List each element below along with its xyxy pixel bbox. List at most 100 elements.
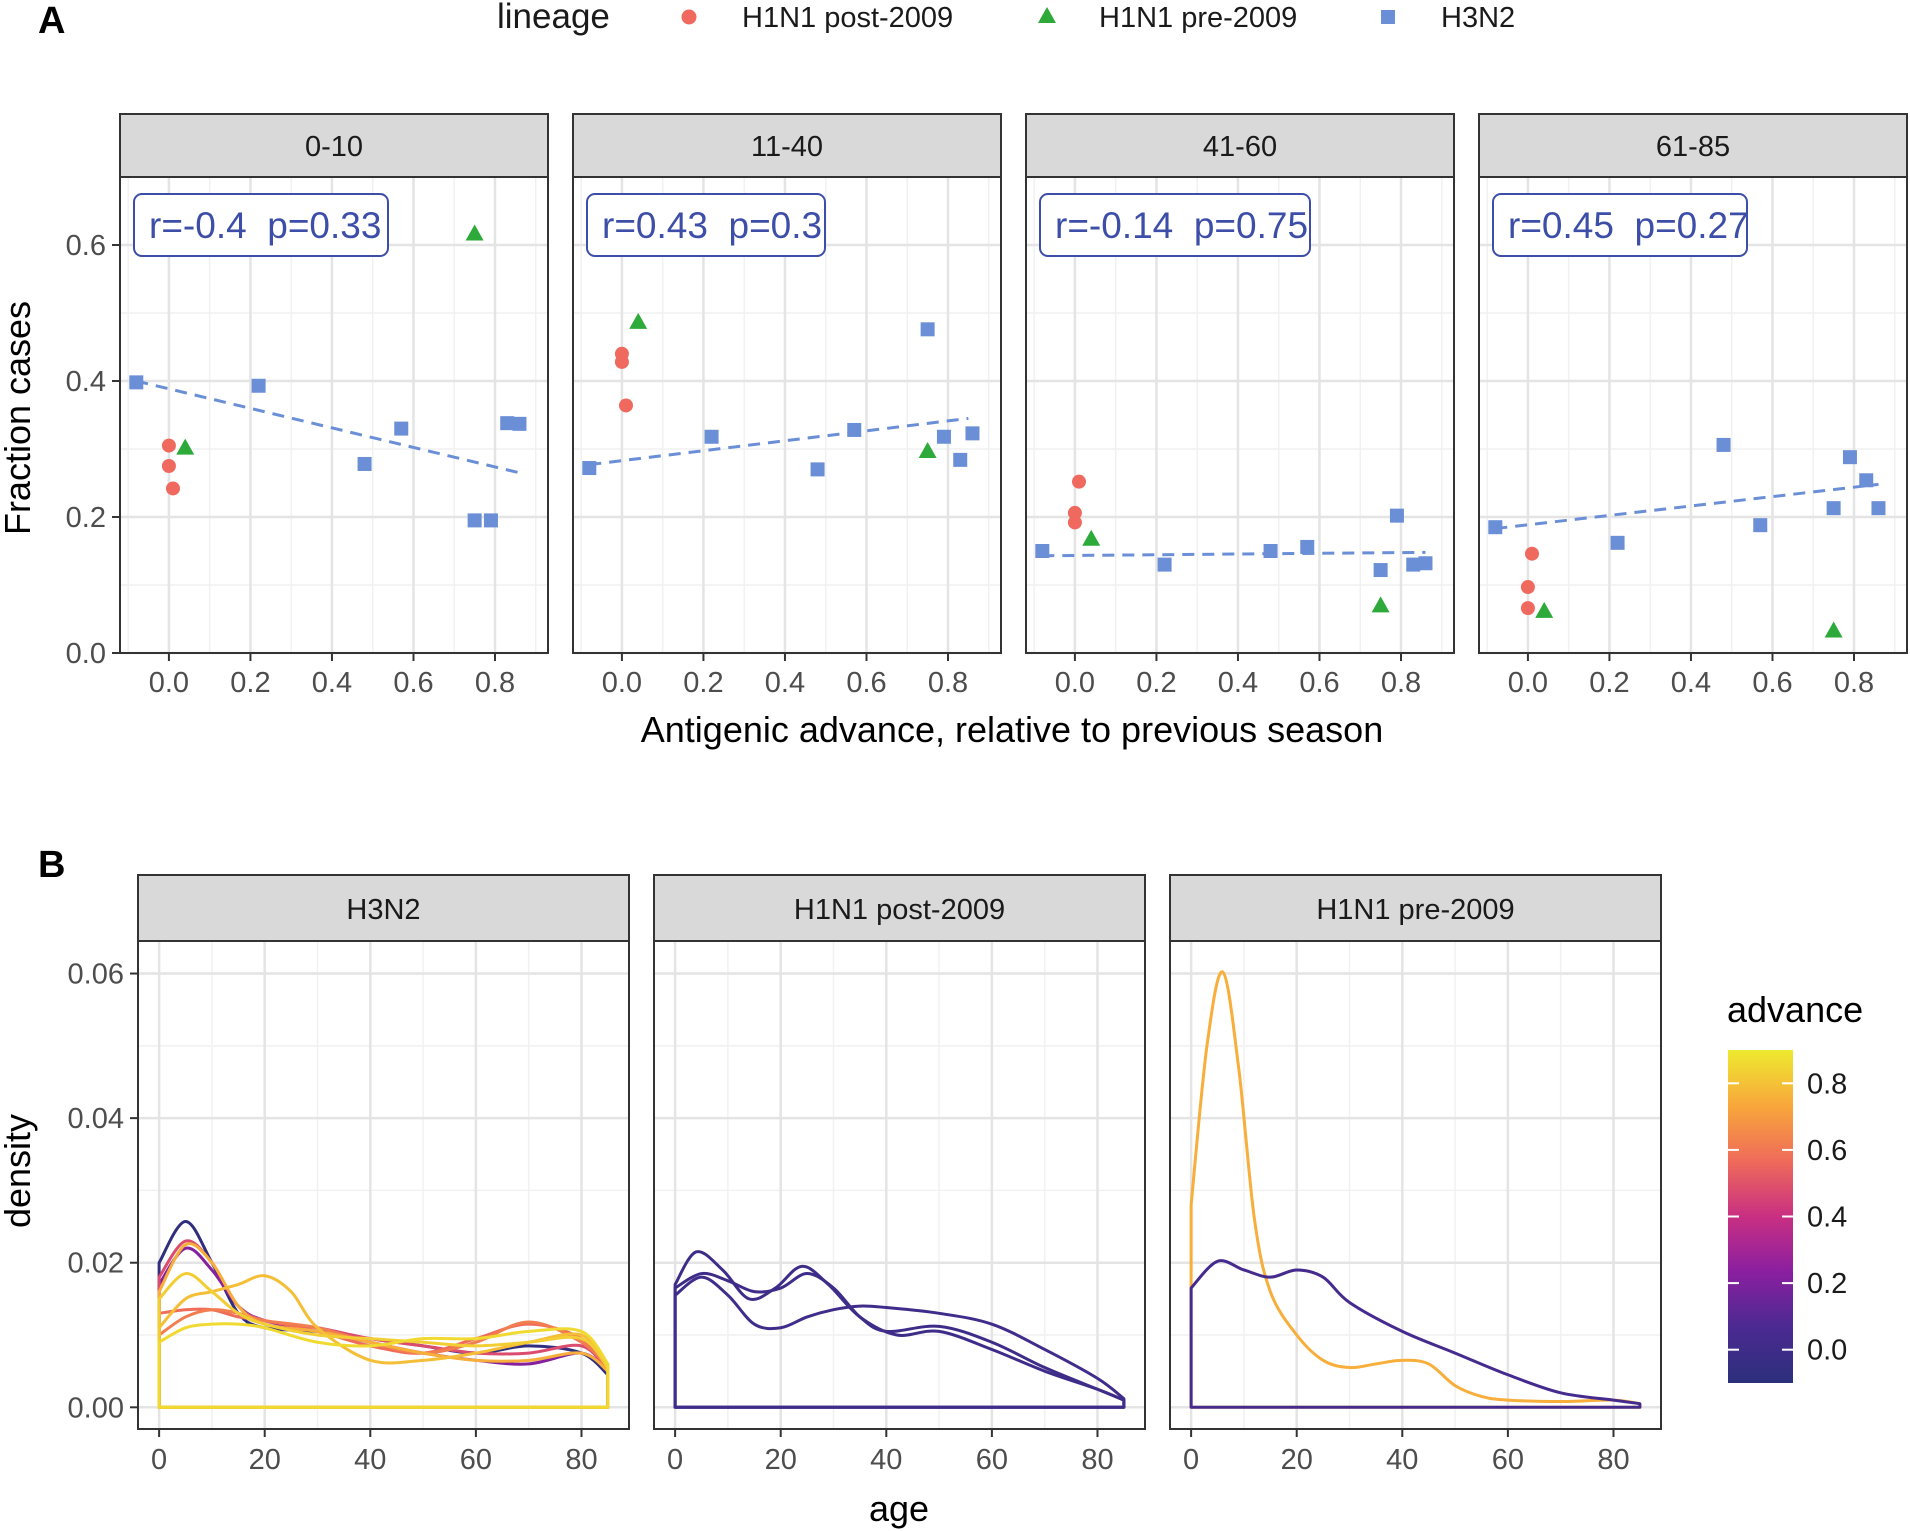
- x-tick-label: 20: [765, 1444, 797, 1476]
- point-h3n2: [953, 452, 968, 467]
- point-h3n2: [483, 513, 498, 528]
- point-h3n2: [1826, 501, 1841, 516]
- point-h3n2: [847, 422, 862, 437]
- correlation-text: r=-0.14 p=0.75: [1055, 205, 1308, 246]
- x-tick-label: 0.2: [683, 667, 723, 699]
- point-h1n1-pre-2009: [1371, 596, 1390, 613]
- point-h3n2: [467, 513, 482, 528]
- advance-colorbar: advance 0.0 0.2 0.4 0.6 0.8: [1727, 989, 1863, 1383]
- trend-line: [135, 379, 520, 475]
- point-h1n1-pre-2009: [629, 312, 648, 329]
- x-tick-label: 0.0: [602, 667, 642, 699]
- point-h3n2: [1610, 535, 1625, 550]
- density-curve-advance-0-75: [1189, 970, 1642, 1409]
- y-tick-label: 0.02: [68, 1248, 124, 1280]
- x-tick-label: 0.4: [1671, 667, 1711, 699]
- point-h3n2: [357, 456, 372, 471]
- point-h1n1-post-2009: [1520, 580, 1535, 595]
- x-tick-label: 20: [1281, 1444, 1313, 1476]
- point-h1n1-pre-2009: [1824, 621, 1843, 638]
- facet-strip: [1025, 113, 1455, 178]
- point-h3n2: [704, 429, 719, 444]
- point-h3n2: [1753, 518, 1768, 533]
- panel-b-density: H3N2 0 20 40 60 80 0.00 0.02 0.04 0.06 H1N1 post-2…: [68, 874, 1662, 1476]
- point-h3n2: [1035, 544, 1050, 558]
- facet-strip-label: H1N1 post-2009: [794, 894, 1005, 926]
- point-h1n1-post-2009: [161, 438, 176, 453]
- y-tick-label: 0.4: [66, 366, 106, 398]
- x-tick-label: 0.0: [1055, 667, 1095, 699]
- point-h3n2: [1263, 544, 1278, 558]
- facet-strip-label: H3N2: [346, 894, 420, 926]
- y-tick-label: 0.2: [66, 502, 106, 534]
- panel-b-x-axis-title: age: [869, 1488, 929, 1529]
- facet-0-10: 0-10 r=-0.4 p=0.33 0.0 0.2 0.4 0.6 0.8 0.0 0.2 0.…: [66, 113, 549, 699]
- point-h1n1-post-2009: [1524, 546, 1539, 561]
- x-tick-label: 40: [870, 1444, 902, 1476]
- facet-strip-label: 61-85: [1656, 131, 1730, 163]
- facet-strip: [119, 113, 549, 178]
- point-h3n2: [1389, 508, 1404, 523]
- x-tick-label: 0.6: [1752, 667, 1792, 699]
- colorbar-tick-label: 0.6: [1807, 1135, 1847, 1167]
- panel-a-scatter: 0-10 r=-0.4 p=0.33 0.0 0.2 0.4 0.6 0.8 0.0 0.2 0.…: [66, 113, 1908, 699]
- colorbar-tick-label: 0.4: [1807, 1202, 1847, 1234]
- legend-title: lineage: [497, 0, 610, 36]
- point-h1n1-pre-2009: [1082, 529, 1101, 546]
- panel-a-y-axis-title: Fraction cases: [0, 301, 38, 535]
- legend-key-h1n1-pre-2009: [1038, 7, 1056, 23]
- y-tick-label: 0.00: [68, 1392, 124, 1424]
- point-h3n2: [1373, 563, 1388, 578]
- x-tick-label: 0.4: [765, 667, 805, 699]
- facet-strip: [1169, 874, 1662, 942]
- colorbar-tick-label: 0.2: [1807, 1268, 1847, 1300]
- x-tick-label: 0: [151, 1444, 167, 1476]
- x-tick-label: 60: [1492, 1444, 1524, 1476]
- correlation-box: [133, 193, 389, 257]
- facet-strip: [137, 874, 630, 942]
- point-h3n2: [1406, 557, 1421, 572]
- trend-line: [589, 416, 969, 467]
- point-h3n2: [251, 378, 266, 393]
- colorbar-title: advance: [1727, 989, 1863, 1030]
- point-h3n2: [1300, 539, 1315, 554]
- facet-strip-label: 0-10: [305, 131, 363, 163]
- point-h3n2: [582, 461, 597, 476]
- legend-label-h3n2: H3N2: [1441, 2, 1515, 34]
- point-h1n1-pre-2009: [176, 438, 195, 455]
- point-h3n2: [965, 426, 980, 441]
- facet-strip: [653, 874, 1146, 942]
- point-h1n1-post-2009: [614, 354, 629, 369]
- density-curve-advance-0-83: [157, 1272, 610, 1409]
- facet-41-60: 41-60 r=-0.14 p=0.75 0.0 0.2 0.4 0.6 0.8: [1025, 113, 1455, 699]
- facet-h3n2: H3N2 0 20 40 60 80 0.00 0.02 0.04 0.06: [68, 874, 630, 1476]
- point-h1n1-post-2009: [165, 481, 180, 496]
- x-tick-label: 80: [1597, 1444, 1629, 1476]
- x-tick-label: 0: [1183, 1444, 1199, 1476]
- density-curve-advance-0-86: [157, 1322, 610, 1409]
- x-tick-label: 0.4: [1218, 667, 1258, 699]
- x-tick-label: 0.2: [1136, 667, 1176, 699]
- point-h3n2: [394, 421, 409, 436]
- lineage-legend: lineage H1N1 post-2009 H1N1 pre-2009 H3N…: [497, 0, 1515, 36]
- colorbar-tick-label: 0.0: [1807, 1335, 1847, 1367]
- point-h3n2: [1488, 520, 1503, 535]
- panel-b-label: B: [38, 844, 65, 886]
- x-tick-label: 0.0: [1508, 667, 1548, 699]
- x-tick-label: 0.8: [1834, 667, 1874, 699]
- point-h1n1-post-2009: [161, 459, 176, 473]
- point-h3n2: [810, 462, 825, 477]
- legend-label-h1n1-post-2009: H1N1 post-2009: [742, 2, 953, 34]
- point-h3n2: [512, 416, 527, 431]
- x-tick-label: 0.8: [1381, 667, 1421, 699]
- x-tick-label: 0.6: [393, 667, 433, 699]
- panel-a-label: A: [38, 0, 65, 42]
- point-h3n2: [1859, 473, 1874, 488]
- facet-strip: [572, 113, 1002, 178]
- x-tick-label: 80: [565, 1444, 597, 1476]
- y-tick-label: 0.04: [68, 1103, 124, 1135]
- facet-strip-label: H1N1 pre-2009: [1316, 894, 1514, 926]
- x-tick-label: 80: [1081, 1444, 1113, 1476]
- point-h3n2: [1871, 501, 1886, 516]
